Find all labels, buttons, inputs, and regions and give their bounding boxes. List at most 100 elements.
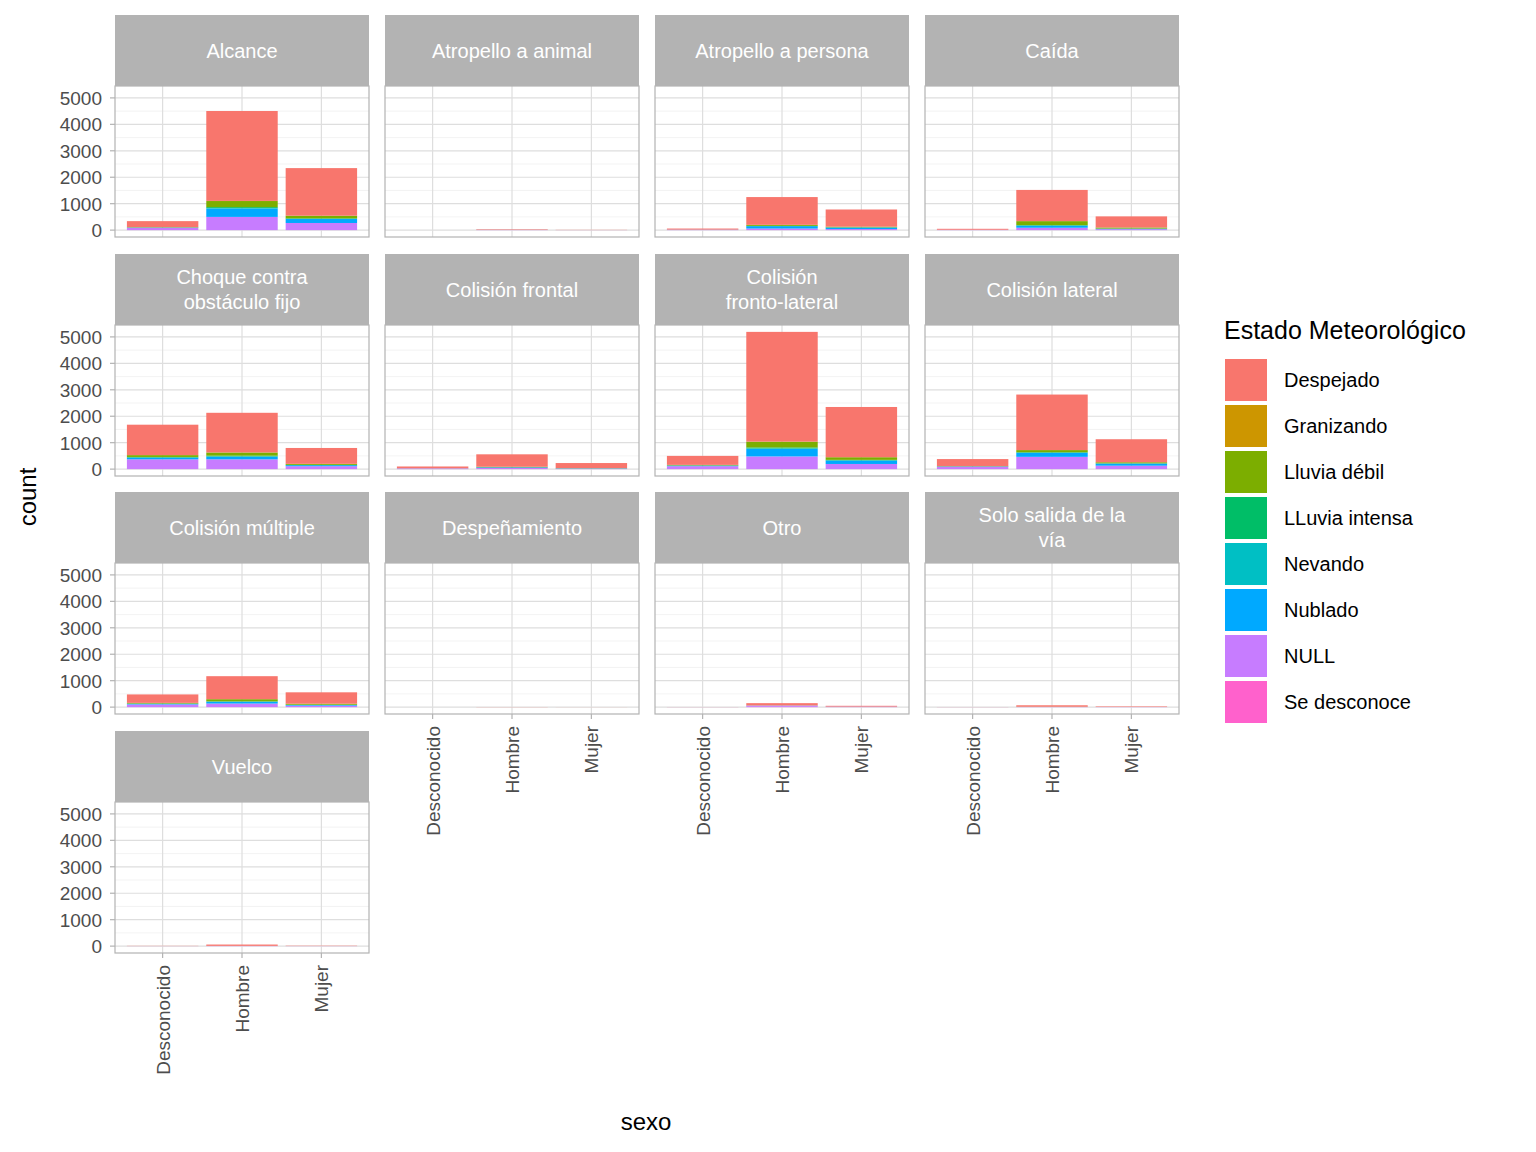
x-tick-label: Desconocido	[423, 726, 444, 836]
panel	[115, 563, 369, 714]
bar-segment	[667, 707, 738, 708]
bar-segment	[476, 707, 547, 708]
bar-segment	[667, 707, 738, 708]
grid-line-x	[321, 802, 322, 953]
grid-line-x	[781, 563, 782, 714]
strip	[115, 254, 369, 325]
facet-title: Alcance	[206, 40, 277, 62]
tick	[110, 124, 115, 125]
x-tick	[591, 714, 592, 719]
legend-key	[1225, 359, 1267, 401]
bar-segment	[826, 707, 897, 708]
bar-segment	[397, 469, 468, 470]
legend-label: Lluvia débil	[1284, 461, 1384, 483]
bar-segment	[206, 945, 277, 946]
facet: Colisión lateral	[925, 254, 1179, 476]
bar-segment	[476, 467, 547, 468]
grid-line-x	[432, 325, 433, 476]
panel	[925, 563, 1179, 714]
bar-segment	[286, 706, 357, 707]
x-tick	[241, 953, 242, 958]
y-tick-label: 5000	[60, 565, 102, 586]
bar-segment	[397, 230, 468, 231]
bar-segment	[667, 229, 738, 230]
bar-segment	[206, 945, 277, 946]
bar-segment	[397, 707, 468, 708]
bar-segment	[826, 230, 897, 231]
facet-title-line: Colisión lateral	[986, 279, 1117, 301]
bar-segment	[206, 702, 277, 704]
bar-segment	[937, 229, 1008, 230]
legend-label: Nevando	[1284, 553, 1364, 575]
facet-title-line: Atropello a animal	[432, 40, 592, 62]
bar-segment	[286, 464, 357, 465]
bars	[476, 229, 627, 231]
x-tick-label: Hombre	[1042, 726, 1063, 794]
bar-segment	[476, 229, 547, 231]
bar-segment	[556, 463, 627, 468]
bar-segment	[937, 707, 1008, 708]
x-tick	[1051, 714, 1052, 719]
bar-segment	[127, 703, 198, 704]
bar-segment	[127, 227, 198, 228]
tick	[110, 893, 115, 894]
strip	[115, 15, 369, 86]
x-tick-label: Hombre	[502, 726, 523, 794]
bar-segment	[1096, 228, 1167, 229]
bar-segment	[937, 707, 1008, 708]
bar-segment	[746, 447, 817, 448]
bar-segment	[476, 707, 547, 708]
bar-segment	[127, 704, 198, 707]
bar-segment	[746, 448, 817, 449]
bar-segment	[127, 703, 198, 705]
panel-border	[925, 325, 1179, 476]
bar-segment	[1096, 707, 1167, 708]
bar-segment	[826, 706, 897, 707]
y-tick-label: 2000	[60, 167, 102, 188]
bar-segment	[667, 229, 738, 230]
bar-segment	[286, 946, 357, 947]
tick	[110, 416, 115, 417]
facet-title-line: Despeñamiento	[442, 517, 582, 539]
tick	[110, 230, 115, 231]
bar-segment	[286, 216, 357, 219]
y-tick-label: 4000	[60, 591, 102, 612]
panel-border	[925, 86, 1179, 237]
bar-segment	[1096, 706, 1167, 708]
bar-segment	[667, 707, 738, 708]
tick	[110, 627, 115, 628]
bar-segment	[667, 230, 738, 231]
bar-segment	[826, 705, 897, 707]
facet-title: Choque contraobstáculo fijo	[176, 266, 308, 313]
bars	[667, 703, 897, 707]
bar-segment	[476, 229, 547, 230]
facet-title: Solo salida de lavía	[979, 504, 1127, 551]
facet-title-line: vía	[1039, 529, 1067, 551]
legend-key	[1225, 497, 1267, 539]
grid-line-x	[972, 325, 973, 476]
facet-title-line: Alcance	[206, 40, 277, 62]
bar-segment	[206, 217, 277, 230]
facet-title-line: Colisión múltiple	[169, 517, 315, 539]
bar-segment	[1096, 706, 1167, 707]
bar-segment	[476, 706, 547, 707]
facet-title: Atropello a animal	[432, 40, 592, 62]
bar-segment	[556, 229, 627, 230]
strip	[385, 15, 639, 86]
bar-segment	[667, 707, 738, 708]
grid-line-x	[162, 563, 163, 714]
bar-segment	[397, 707, 468, 708]
facet: DespeñamientoDesconocidoHombreMujer	[385, 492, 639, 836]
bars	[127, 945, 357, 947]
grid-line-x	[511, 563, 512, 714]
bars	[397, 454, 627, 469]
facet-title: Vuelco	[212, 756, 272, 778]
tick	[110, 336, 115, 337]
x-tick	[162, 953, 163, 958]
bar-segment	[286, 465, 357, 466]
bar-segment	[1016, 457, 1087, 469]
tick	[110, 707, 115, 708]
legend-label: NULL	[1284, 645, 1335, 667]
facet: Alcance010002000300040005000	[60, 15, 369, 241]
bar-segment	[397, 230, 468, 231]
